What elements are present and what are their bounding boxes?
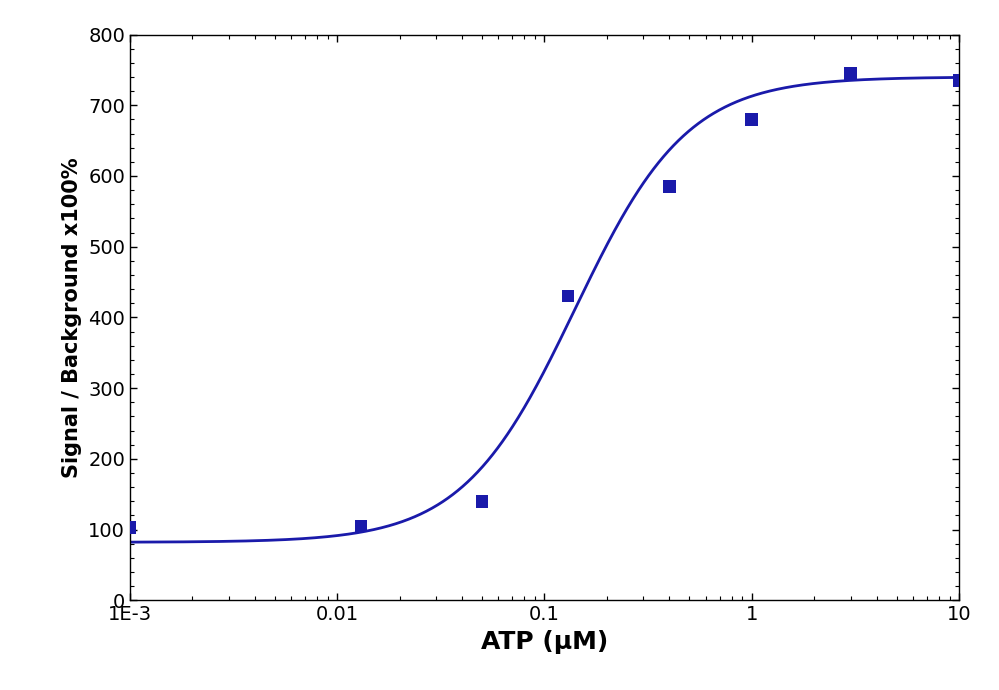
Point (475, 495, 491, 506)
Point (661, 181, 677, 192)
Point (122, 522, 138, 533)
Point (560, 290, 576, 302)
Point (951, 75, 967, 86)
Point (353, 520, 369, 531)
Y-axis label: Signal / Background x100%: Signal / Background x100% (63, 157, 83, 477)
Point (743, 114, 759, 125)
X-axis label: ATP (μM): ATP (μM) (481, 630, 608, 653)
Point (843, 68, 859, 79)
